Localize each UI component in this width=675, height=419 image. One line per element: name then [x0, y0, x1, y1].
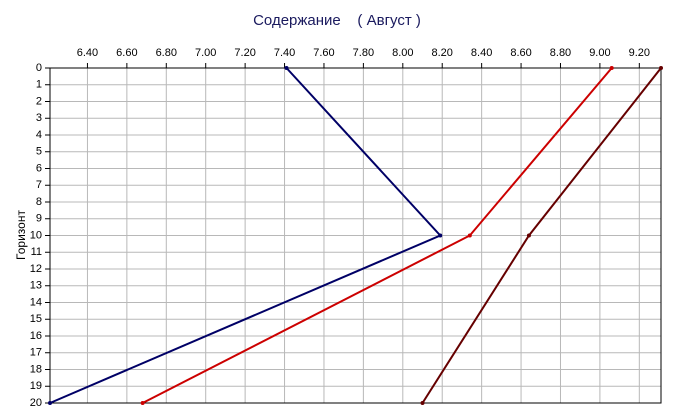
x-tick-label: 7.40	[274, 47, 295, 59]
x-tick-label: 6.40	[77, 47, 98, 59]
point	[284, 66, 289, 70]
y-tick-label: 6	[36, 162, 42, 174]
x-tick-label: 8.00	[392, 47, 413, 59]
x-tick-label: 8.40	[471, 47, 492, 59]
x-tick-label: 8.80	[550, 47, 571, 59]
point	[526, 233, 531, 238]
x-tick-label: 6.80	[156, 47, 177, 59]
point	[659, 66, 663, 70]
y-tick-label: 3	[36, 112, 42, 124]
y-tick-label: 4	[36, 129, 42, 141]
y-tick-label: 5	[36, 146, 42, 158]
x-tick-label: 9.00	[589, 47, 610, 59]
x-tick-label: 6.60	[116, 47, 137, 59]
y-tick-label: 1	[36, 79, 42, 91]
x-tick-label: 7.00	[195, 47, 216, 59]
x-tick-label: 8.20	[432, 47, 453, 59]
x-tick-label: 8.60	[510, 47, 531, 59]
x-tick-label: 7.20	[234, 47, 255, 59]
y-axis-title: Горизонт	[14, 210, 28, 260]
y-tick-label: 16	[30, 330, 42, 342]
y-tick-label: 13	[30, 280, 42, 292]
x-tick-label: 9.20	[629, 47, 650, 59]
y-tick-label: 14	[30, 296, 42, 308]
y-tick-label: 10	[30, 229, 42, 241]
y-tick-label: 20	[30, 397, 42, 409]
y-tick-label: 17	[30, 347, 42, 359]
y-tick-label: 18	[30, 363, 42, 375]
y-tick-label: 0	[36, 62, 42, 74]
plot-frame	[49, 67, 662, 404]
point	[420, 401, 425, 405]
y-tick-label: 8	[36, 196, 42, 208]
chart-title: Содержание ( Август )	[253, 12, 421, 29]
y-tick-label: 12	[30, 263, 42, 275]
x-tick-label: 7.60	[313, 47, 334, 59]
y-tick-label: 7	[36, 179, 42, 191]
point	[609, 66, 614, 70]
point	[140, 401, 145, 405]
y-tick-label: 19	[30, 380, 42, 392]
y-tick-label: 2	[36, 95, 42, 107]
y-tick-label: 15	[30, 313, 42, 325]
x-tick-label: 7.80	[353, 47, 374, 59]
point	[48, 401, 52, 405]
point	[438, 233, 443, 238]
point	[467, 233, 472, 238]
y-tick-label: 11	[31, 246, 42, 258]
y-tick-label: 9	[36, 213, 42, 225]
